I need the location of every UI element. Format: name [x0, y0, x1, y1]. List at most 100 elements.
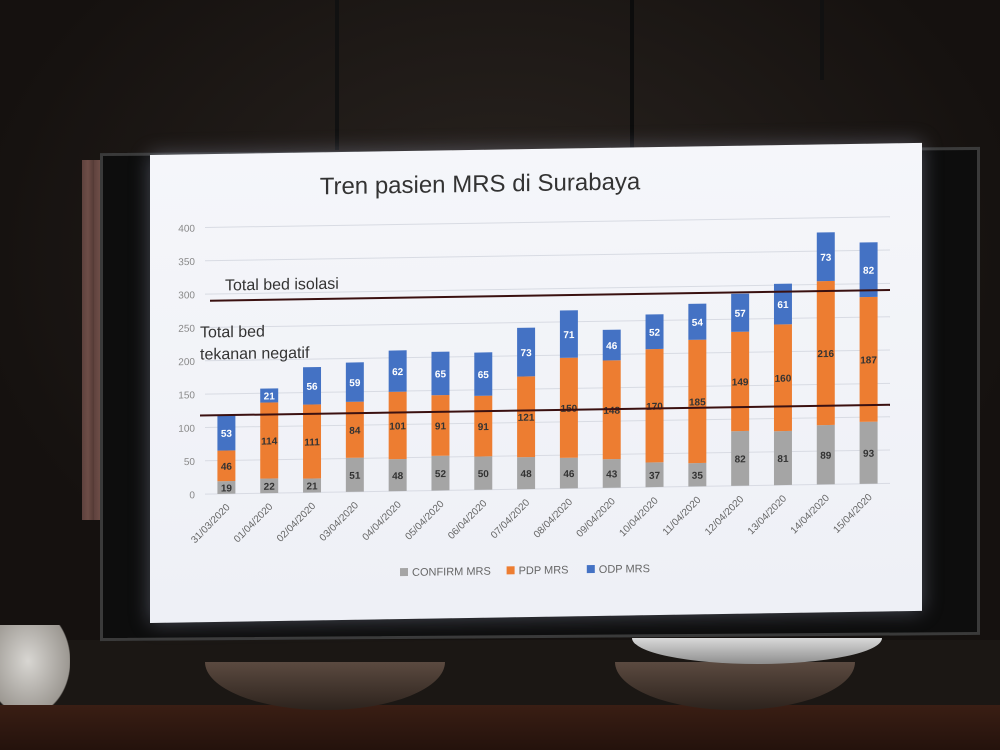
data-label: 65	[435, 369, 447, 380]
x-tick-label: 09/04/2020	[575, 496, 618, 540]
data-label: 22	[264, 482, 276, 493]
chart-title: Tren pasien MRS di Surabaya	[320, 168, 641, 200]
bar-segment	[303, 478, 322, 493]
data-label: 51	[349, 471, 361, 482]
data-label: 71	[563, 330, 575, 341]
bar-segment	[859, 242, 878, 298]
shelf	[0, 705, 1000, 750]
bar-segment	[859, 296, 878, 422]
y-tick-label: 300	[178, 290, 195, 301]
legend-swatch	[506, 566, 515, 575]
x-tick-label: 02/04/2020	[275, 501, 318, 545]
x-tick-label: 15/04/2020	[832, 492, 875, 536]
reference-line-label: Total bed	[200, 324, 265, 342]
data-label: 52	[435, 469, 447, 480]
wall-cable	[630, 0, 634, 150]
data-label: 48	[521, 469, 533, 480]
tissue	[0, 625, 70, 715]
bar-segment	[688, 339, 707, 464]
bar-segment	[345, 362, 364, 402]
bar-segment	[260, 402, 279, 479]
bar-segment	[431, 394, 450, 456]
y-tick-label: 400	[178, 224, 195, 235]
bar-segment	[602, 458, 621, 488]
x-tick-label: 08/04/2020	[532, 496, 575, 540]
data-label: 81	[777, 454, 789, 465]
bar-segment	[388, 350, 407, 392]
bar-segment	[217, 414, 236, 451]
data-label: 82	[735, 454, 747, 465]
legend-label: PDP MRS	[519, 564, 569, 577]
data-label: 50	[478, 469, 490, 480]
bar-segment	[517, 327, 536, 377]
data-label: 65	[478, 370, 490, 381]
data-label: 114	[261, 436, 278, 447]
data-label: 185	[689, 397, 706, 408]
y-axis: 0 50 100 150 200 250 300 350 400	[178, 224, 195, 502]
wall-cable	[335, 0, 339, 150]
bar-segment	[260, 478, 279, 494]
data-label: 121	[518, 413, 535, 424]
plate-right	[632, 638, 882, 664]
x-tick-label: 12/04/2020	[703, 494, 746, 538]
bar-segment	[773, 324, 792, 432]
x-tick-label: 13/04/2020	[746, 493, 789, 537]
data-label: 52	[649, 328, 661, 339]
data-label: 91	[478, 422, 490, 433]
data-label: 57	[735, 309, 747, 320]
data-label: 216	[817, 349, 834, 360]
data-label: 46	[221, 462, 233, 473]
data-label: 82	[863, 266, 875, 277]
bar-segment	[731, 293, 750, 332]
x-tick-label: 04/04/2020	[361, 499, 404, 543]
y-tick-label: 50	[184, 457, 196, 468]
bar-segment	[816, 280, 835, 426]
data-label: 59	[349, 378, 361, 389]
annotations: Total bed isolasi Total bed tekanan negati…	[200, 276, 890, 417]
bar-segment	[388, 458, 407, 492]
bar-segment	[474, 352, 493, 396]
x-tick-label: 01/04/2020	[232, 501, 275, 545]
data-label: 35	[692, 471, 704, 482]
y-tick-label: 350	[178, 257, 195, 268]
reference-line-label: Total bed isolasi	[225, 276, 339, 295]
bar-segment	[816, 424, 835, 485]
reference-line	[210, 289, 890, 302]
wall-cable	[820, 0, 824, 80]
bar-segment	[217, 450, 236, 482]
x-tick-label: 05/04/2020	[403, 499, 446, 543]
bar-segment	[431, 455, 450, 491]
data-label: 160	[775, 374, 792, 385]
bar-segment	[645, 348, 664, 463]
bar-segment	[773, 283, 792, 325]
bar-segment	[559, 357, 578, 458]
gridline	[205, 216, 890, 228]
data-label: 101	[389, 421, 406, 432]
bars: 19 46 53 22 114 21 21 111 56 51 84 59 48 101 62 52 91 65 5…	[217, 232, 878, 495]
bar-segment	[688, 303, 707, 340]
data-label: 84	[349, 426, 361, 437]
bar-segment	[303, 404, 322, 479]
bar-segment	[431, 351, 450, 396]
bar-segment	[559, 310, 578, 358]
data-label: 62	[392, 367, 404, 378]
chart: Tren pasien MRS di Surabaya 0 50 100 150 200…	[178, 168, 890, 579]
bar-segment	[345, 457, 364, 492]
bowl-right	[615, 662, 855, 710]
bar-segment	[217, 480, 236, 494]
bar-segment	[645, 462, 664, 488]
bar-segment	[773, 430, 792, 486]
x-tick-label: 03/04/2020	[318, 500, 361, 544]
data-label: 91	[435, 421, 447, 432]
y-tick-label: 100	[178, 424, 195, 435]
data-label: 48	[392, 471, 404, 482]
bar-segment	[731, 430, 750, 486]
gridline	[205, 249, 890, 262]
bar-segment	[474, 456, 493, 490]
data-label: 21	[306, 481, 318, 492]
x-tick-label: 14/04/2020	[789, 492, 832, 536]
data-label: 46	[606, 341, 618, 352]
bar-segment	[645, 314, 664, 350]
data-label: 170	[646, 402, 663, 413]
y-tick-label: 0	[189, 490, 195, 501]
